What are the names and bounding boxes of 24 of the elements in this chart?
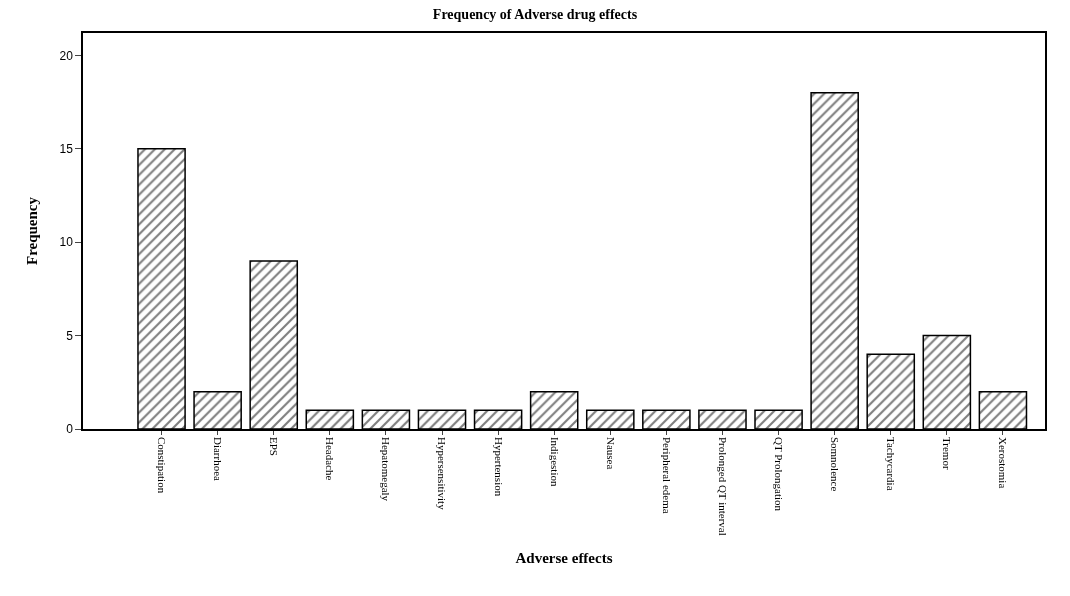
y-tick-label: 10: [59, 235, 74, 250]
x-tick-label: Diarrhoea: [212, 436, 225, 482]
x-tick-label: Nausea: [604, 436, 617, 470]
x-tick-label: EPS: [268, 436, 281, 456]
x-tick-label: Prolonged QT interval: [716, 436, 729, 536]
x-tick-label: Tachycardia: [885, 436, 898, 491]
y-tick-label: 5: [66, 328, 74, 343]
x-tick-label: Somnolence: [829, 436, 842, 492]
x-tick-label: Hepatomegaly: [380, 436, 393, 502]
x-tick-label: Hypertension: [492, 436, 505, 497]
x-tick-label: Tremor: [941, 436, 954, 470]
x-tick-label: QT Prolongation: [772, 436, 785, 512]
y-tick-label: 15: [59, 142, 74, 157]
chart-title: Frequency of Adverse drug effects: [432, 6, 638, 22]
x-tick-label: Hypersensitivity: [436, 436, 449, 511]
x-tick-label: Indigestion: [548, 436, 561, 487]
x-tick-label: Headache: [324, 436, 337, 481]
x-tick-label: Xerostomia: [997, 436, 1010, 489]
x-axis-title: Adverse effects: [515, 550, 613, 567]
x-tick-label: Constipation: [155, 436, 168, 494]
y-tick-label: 0: [66, 422, 74, 437]
x-tick-label: Peripheral edema: [660, 436, 673, 514]
y-axis-title: Frequency: [24, 196, 41, 266]
y-tick-label: 20: [59, 48, 74, 63]
